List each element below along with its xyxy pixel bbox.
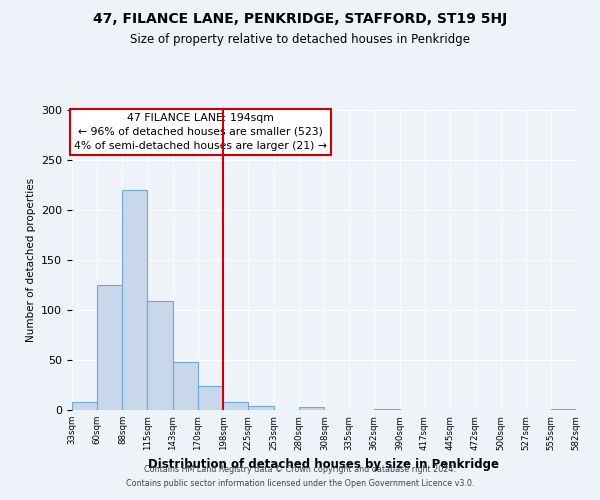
Bar [198, 386, 223, 410]
Bar [147, 301, 173, 410]
X-axis label: Distribution of detached houses by size in Penkridge: Distribution of detached houses by size … [149, 458, 499, 471]
Bar [72, 402, 97, 410]
Text: Size of property relative to detached houses in Penkridge: Size of property relative to detached ho… [130, 32, 470, 46]
Bar [173, 362, 198, 410]
Bar [551, 409, 576, 410]
Text: Contains HM Land Registry data © Crown copyright and database right 2024.
Contai: Contains HM Land Registry data © Crown c… [126, 466, 474, 487]
Bar [248, 406, 274, 410]
Y-axis label: Number of detached properties: Number of detached properties [26, 178, 35, 342]
Bar [122, 190, 147, 410]
Bar [374, 409, 400, 410]
Text: 47 FILANCE LANE: 194sqm
← 96% of detached houses are smaller (523)
4% of semi-de: 47 FILANCE LANE: 194sqm ← 96% of detache… [74, 113, 327, 151]
Bar [299, 407, 325, 410]
Text: 47, FILANCE LANE, PENKRIDGE, STAFFORD, ST19 5HJ: 47, FILANCE LANE, PENKRIDGE, STAFFORD, S… [93, 12, 507, 26]
Bar [97, 285, 122, 410]
Bar [223, 402, 248, 410]
